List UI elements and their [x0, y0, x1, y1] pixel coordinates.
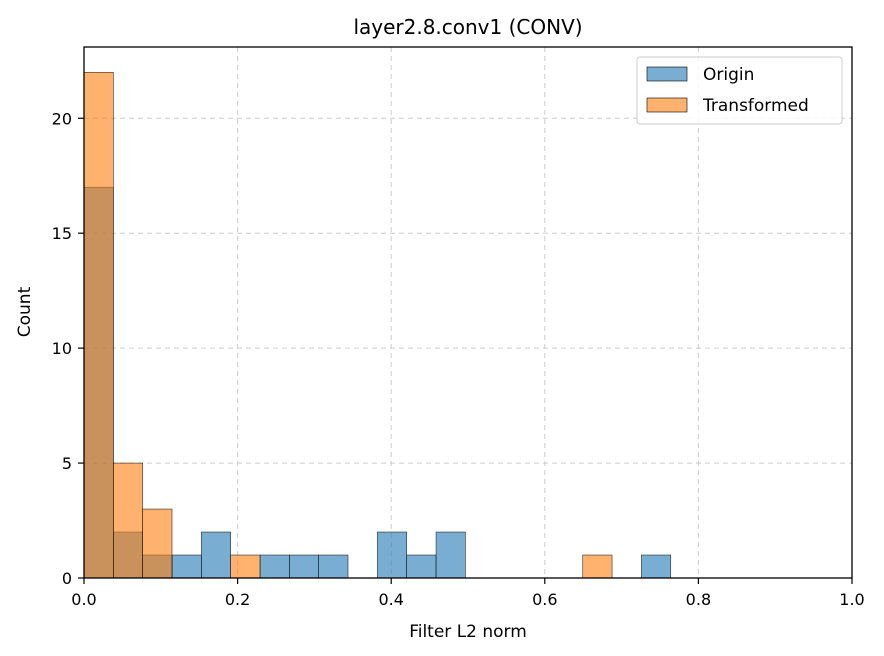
- y-tick-label: 15: [52, 224, 72, 243]
- bar-transformed: [230, 554, 261, 579]
- bar-origin: [435, 531, 466, 579]
- bar-transformed: [113, 462, 143, 579]
- y-tick-label: 0: [62, 569, 72, 588]
- bar-origin: [201, 531, 231, 579]
- y-tick-label: 10: [52, 339, 72, 358]
- bar-origin: [406, 554, 437, 579]
- x-tick-label: 1.0: [839, 590, 864, 609]
- legend-swatch-transformed: [646, 97, 688, 113]
- legend-swatch-origin: [646, 66, 688, 82]
- y-axis-ticks: 0 5 10 15 20: [52, 109, 84, 588]
- bar-origin: [171, 554, 202, 579]
- x-tick-label: 0.2: [225, 590, 250, 609]
- legend-label-origin: Origin: [703, 65, 754, 85]
- x-tick-label: 0.8: [686, 590, 711, 609]
- bar-origin: [259, 554, 290, 579]
- bar-transformed: [142, 508, 173, 579]
- bar-origin: [318, 554, 349, 579]
- bar-transformed: [582, 554, 613, 579]
- x-tick-label: 0.4: [378, 590, 403, 609]
- histogram-bars: [83, 71, 672, 579]
- x-axis-ticks: 0.0 0.2 0.4 0.6 0.8 1.0: [71, 578, 865, 609]
- plot-frame: [83, 46, 853, 579]
- y-tick-label: 5: [62, 454, 72, 473]
- bar-origin: [289, 554, 320, 579]
- y-tick-label: 20: [52, 109, 72, 128]
- bar-origin: [641, 554, 672, 579]
- x-axis-label: Filter L2 norm: [409, 622, 527, 642]
- x-tick-label: 0.6: [532, 590, 557, 609]
- legend-label-transformed: Transformed: [702, 96, 809, 116]
- legend: Origin Transformed: [636, 56, 843, 125]
- bar-transformed: [83, 71, 114, 579]
- y-axis-label: Count: [15, 286, 35, 337]
- grid-lines: [83, 47, 853, 579]
- x-tick-label: 0.0: [71, 590, 96, 609]
- bar-origin: [377, 531, 408, 579]
- legend-box: [636, 56, 843, 125]
- chart-title: layer2.8.conv1 (CONV): [353, 15, 582, 39]
